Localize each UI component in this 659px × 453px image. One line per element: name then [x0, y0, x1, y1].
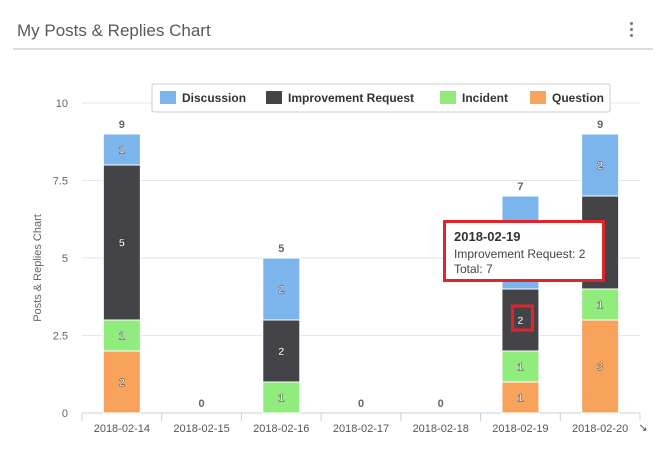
bar-data-label: 2 — [278, 346, 284, 358]
y-tick-label: 10 — [56, 98, 68, 110]
tooltip-title: 2018-02-19 — [454, 229, 521, 244]
bar-total-label: 9 — [119, 119, 125, 131]
bar-total-label: 0 — [438, 398, 444, 410]
bar-segment[interactable] — [262, 257, 301, 321]
x-tick-label: 2018-02-18 — [413, 423, 469, 435]
bar-data-label: 2 — [119, 377, 125, 389]
x-tick-label: 2018-02-20 — [572, 423, 628, 435]
widget-header: My Posts & Replies Chart — [0, 0, 659, 50]
bar-segment[interactable] — [581, 319, 620, 414]
bar-segment[interactable] — [102, 319, 141, 352]
bar-data-label: 1 — [517, 362, 523, 374]
bar-segment[interactable] — [581, 288, 620, 321]
bar-total-label: 9 — [597, 119, 603, 131]
bar-data-label: 5 — [119, 238, 125, 250]
tooltip-series-value: Improvement Request: 2 — [454, 247, 586, 261]
bar-total-label: 7 — [517, 181, 523, 193]
chart-tooltip: 2018-02-19 Improvement Request: 2 Total:… — [443, 220, 605, 282]
legend-swatch[interactable] — [160, 91, 176, 104]
bar-data-label: 1 — [517, 393, 523, 405]
hover-highlight — [510, 304, 534, 332]
kebab-menu-icon[interactable] — [626, 20, 636, 38]
y-tick-label: 5 — [62, 253, 68, 265]
x-tick-label: 2018-02-14 — [94, 423, 150, 435]
y-tick-label: 7.5 — [53, 176, 68, 188]
widget-title: My Posts & Replies Chart — [17, 21, 211, 40]
x-tick-label: 2018-02-15 — [173, 423, 229, 435]
x-tick-label: 2018-02-19 — [492, 423, 548, 435]
bar-data-label: 1 — [119, 145, 125, 157]
bar-data-label: 1 — [278, 393, 284, 405]
bar-segment[interactable] — [102, 133, 141, 166]
header-divider — [13, 48, 653, 50]
bar-segment[interactable] — [501, 350, 540, 383]
bar-data-label: 1 — [597, 300, 603, 312]
legend-swatch[interactable] — [266, 91, 282, 104]
legend-swatch[interactable] — [440, 91, 456, 104]
tooltip-total: Total: 7 — [454, 262, 493, 276]
legend-label[interactable]: Improvement Request — [288, 91, 414, 105]
legend-label[interactable]: Incident — [462, 91, 508, 105]
bar-data-label: 2 — [278, 284, 284, 296]
bar-data-label: 2 — [597, 160, 603, 172]
y-axis-title: Posts & Replies Chart — [32, 214, 44, 322]
bar-segment[interactable] — [501, 381, 540, 414]
resize-handle-icon[interactable]: ↘ — [638, 422, 647, 434]
bar-segment[interactable] — [581, 133, 620, 197]
bar-data-label: 3 — [597, 362, 603, 374]
bar-total-label: 0 — [358, 398, 364, 410]
legend-label[interactable]: Discussion — [182, 91, 246, 105]
bar-segment[interactable] — [262, 319, 301, 383]
bar-segment[interactable] — [262, 381, 301, 414]
bar-total-label: 0 — [199, 398, 205, 410]
legend-swatch[interactable] — [530, 91, 546, 104]
y-tick-label: 0 — [62, 408, 68, 420]
x-tick-label: 2018-02-16 — [253, 423, 309, 435]
x-tick-label: 2018-02-17 — [333, 423, 389, 435]
y-tick-label: 2.5 — [53, 331, 68, 343]
bar-segment[interactable] — [102, 164, 141, 321]
bar-data-label: 2 — [517, 315, 523, 327]
bar-data-label: 1 — [119, 331, 125, 343]
bar-total-label: 5 — [278, 243, 284, 255]
legend-label[interactable]: Question — [552, 91, 604, 105]
